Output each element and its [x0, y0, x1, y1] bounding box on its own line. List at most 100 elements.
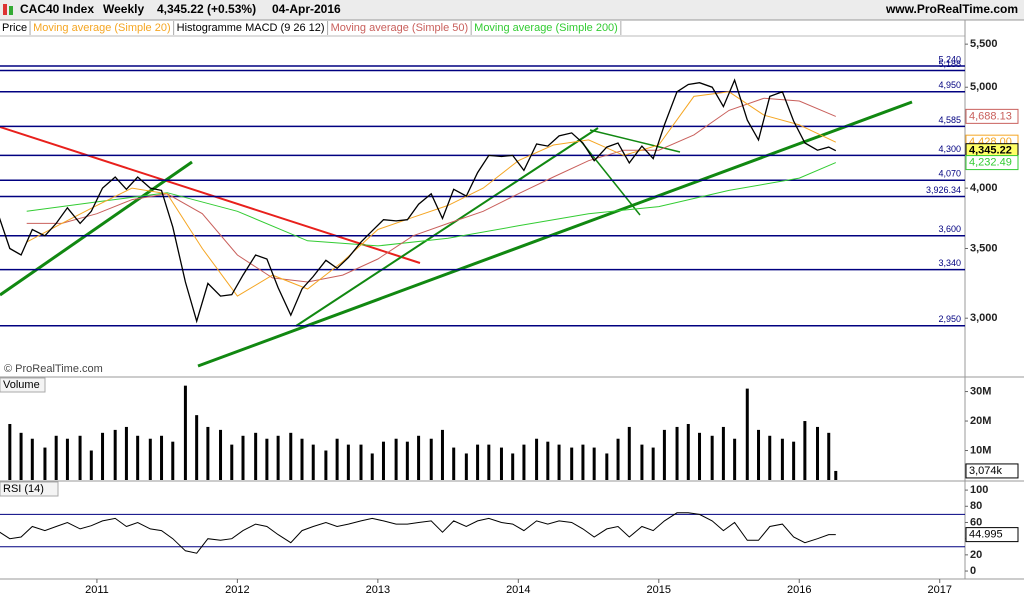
app-icon: [9, 6, 13, 15]
volume-bar: [757, 429, 761, 480]
volume-bar: [19, 432, 23, 480]
volume-bar: [546, 441, 550, 480]
volume-bar: [370, 453, 374, 480]
volume-bar: [381, 441, 385, 480]
volume-bar: [405, 441, 409, 480]
volume-bar: [30, 438, 34, 480]
volume-bar: [627, 426, 631, 480]
volume-bar: [745, 388, 749, 480]
volume-bar: [535, 438, 539, 480]
date: 04-Apr-2016: [272, 2, 341, 16]
volume-bar: [710, 435, 714, 480]
legend-entry[interactable]: Moving average (Simple 200): [474, 22, 618, 34]
volume-bar: [487, 444, 491, 480]
x-tick-label: 2012: [225, 584, 249, 596]
x-tick-label: 2011: [85, 584, 109, 596]
volume-bar: [206, 426, 210, 480]
volume-bar: [230, 444, 234, 480]
volume-bar: [324, 450, 328, 480]
volume-bar: [733, 438, 737, 480]
y-tick-label: 100: [970, 484, 988, 496]
volume-bar: [651, 447, 655, 480]
level-label: 5,188: [938, 59, 961, 69]
volume-bar: [148, 438, 152, 480]
legend-entry[interactable]: Histogramme MACD (9 26 12): [177, 22, 325, 34]
y-tick-label: 20M: [970, 415, 991, 427]
value-tag: [965, 108, 1019, 124]
volume-bar: [816, 426, 820, 480]
value-tag: [965, 527, 1019, 543]
level-label: 4,585: [938, 115, 961, 125]
trend-line: [589, 129, 681, 153]
volume-bar: [557, 444, 561, 480]
trend-line: [0, 160, 193, 297]
volume-bar: [394, 438, 398, 480]
y-tick-label: 80: [970, 500, 982, 512]
volume-bar: [570, 447, 574, 480]
volume-bar: [43, 447, 47, 480]
y-tick-label: 3,000: [970, 312, 998, 324]
volume-bar: [160, 435, 164, 480]
volume-bar: [721, 426, 725, 480]
y-tick-label: 5,500: [970, 38, 998, 50]
series-line: [26, 91, 837, 297]
volume-bar: [54, 435, 58, 480]
volume-bar: [592, 447, 596, 480]
header-bar: [0, 0, 1024, 20]
quote: 4,345.22 (+0.53%): [157, 2, 256, 16]
level-label: 4,950: [938, 80, 961, 90]
x-tick-label: 2016: [787, 584, 811, 596]
volume-bar: [792, 441, 796, 480]
trend-line: [0, 126, 421, 264]
volume-bar: [124, 426, 128, 480]
volume-bar: [89, 450, 93, 480]
panel-title: RSI (14): [3, 483, 44, 495]
volume-bar: [581, 444, 585, 480]
volume-bar: [675, 426, 679, 480]
volume-bar: [698, 432, 702, 480]
trend-lines: [0, 65, 965, 368]
y-tick-label: 10M: [970, 444, 991, 456]
value-tag: [965, 463, 1019, 479]
y-tick-label: 20: [970, 549, 982, 561]
volume-bar: [289, 432, 293, 480]
value-tag: [965, 155, 1019, 171]
volume-bar: [834, 470, 838, 480]
series-line: [0, 512, 836, 554]
y-tick-label: 60: [970, 516, 982, 528]
legend-entry[interactable]: Moving average (Simple 20): [33, 22, 171, 34]
volume-bar: [101, 432, 105, 480]
series-line: [0, 78, 837, 324]
volume-bar: [417, 435, 421, 480]
level-label: 3,600: [938, 224, 961, 234]
volume-bar: [464, 453, 468, 480]
volume-bar: [662, 429, 666, 480]
y-tick-label: 4,000: [970, 182, 998, 194]
site: www.ProRealTime.com: [885, 2, 1018, 16]
volume-bar: [499, 447, 503, 480]
x-tick-label: 2015: [647, 584, 671, 596]
trend-line: [295, 127, 599, 327]
legend-entry[interactable]: Price: [2, 22, 27, 34]
volume-bar: [511, 453, 515, 480]
volume-bar: [640, 444, 644, 480]
series-line: [26, 162, 836, 247]
app-icon: [3, 4, 7, 15]
series-line: [26, 97, 836, 283]
volume-bar: [429, 438, 433, 480]
volume-bar: [359, 444, 363, 480]
y-tick-label: 5,000: [970, 81, 998, 93]
volume-bar: [265, 438, 269, 480]
legend-entry[interactable]: Moving average (Simple 50): [331, 22, 469, 34]
volume-bar: [276, 435, 280, 480]
volume-bar: [311, 444, 315, 480]
value-tag-label: 4,345.22: [969, 145, 1012, 157]
volume-bar: [113, 429, 117, 480]
level-label: 3,926.34: [926, 185, 961, 195]
volume-bar: [219, 429, 223, 480]
volume-bar: [452, 447, 456, 480]
level-label: 4,070: [938, 169, 961, 179]
volume-bar: [241, 435, 245, 480]
